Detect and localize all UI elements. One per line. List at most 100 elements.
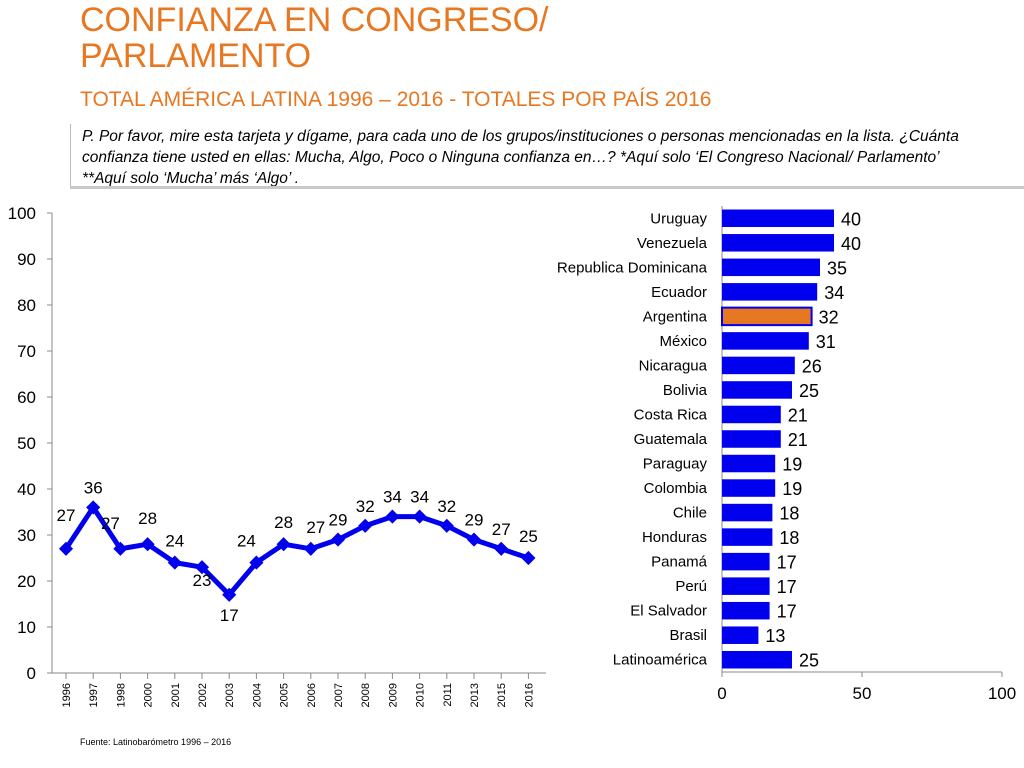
data-label: 36	[84, 478, 103, 497]
y-tick-label: 100	[8, 204, 36, 223]
data-label: 28	[274, 513, 293, 532]
bar-value-label: 40	[841, 209, 861, 229]
bar-value-label: 19	[782, 479, 802, 499]
data-label: 34	[383, 488, 402, 507]
y-tick-label: 90	[17, 250, 36, 269]
category-label: Perú	[675, 578, 707, 595]
data-point	[494, 541, 509, 556]
category-label: Latinoamérica	[613, 652, 708, 669]
x-tick-label: 2003	[224, 683, 236, 707]
data-point	[222, 587, 237, 602]
bar	[722, 209, 834, 228]
x-tick-label: 1998	[115, 683, 127, 707]
category-label: Bolivia	[663, 382, 708, 399]
bar	[722, 528, 773, 546]
category-label: Paraguay	[643, 456, 708, 473]
category-label: Nicaragua	[639, 357, 708, 374]
bar	[722, 356, 795, 375]
x-tick-label: 2013	[469, 683, 481, 707]
data-label: 29	[329, 511, 348, 530]
page-subtitle: TOTAL AMÉRICA LATINA 1996 – 2016 - TOTAL…	[80, 88, 712, 111]
source-note: Fuente: Latinobarómetro 1996 – 2016	[80, 737, 232, 747]
category-label: Guatemala	[634, 431, 708, 448]
data-point	[330, 532, 346, 547]
bar-value-label: 18	[779, 528, 799, 548]
bar	[722, 283, 818, 301]
category-label: Venezuela	[637, 235, 708, 252]
data-point	[439, 518, 454, 533]
bar-x-tick-label: 0	[717, 684, 726, 703]
bar	[722, 601, 770, 620]
category-label: Panamá	[651, 554, 708, 571]
data-label: 29	[465, 511, 484, 530]
data-point	[521, 550, 536, 566]
bar-value-label: 26	[802, 356, 822, 376]
bar-value-label: 21	[788, 405, 808, 425]
bar-value-label: 32	[819, 307, 839, 327]
category-label: Honduras	[642, 529, 707, 546]
bar-value-label: 25	[799, 651, 819, 671]
x-tick-label: 2004	[251, 683, 263, 707]
data-label: 27	[306, 518, 325, 537]
bar	[722, 626, 759, 644]
data-label: 17	[220, 606, 239, 625]
data-point	[194, 560, 210, 575]
data-point	[466, 532, 482, 547]
category-label: Ecuador	[651, 284, 707, 301]
bar-value-label: 40	[841, 234, 861, 254]
x-tick-label: 2015	[496, 683, 508, 707]
bar-value-label: 17	[777, 577, 797, 597]
data-label: 27	[492, 520, 511, 539]
bar	[722, 381, 792, 399]
bar-value-label: 34	[824, 283, 844, 303]
bar-value-label: 18	[779, 504, 799, 524]
title-line-1: CONFIANZA EN CONGRESO/	[80, 1, 549, 39]
data-point	[303, 541, 318, 556]
bar	[722, 503, 773, 522]
x-tick-label: 2002	[197, 683, 209, 707]
category-label: Chile	[673, 505, 707, 522]
page-title: CONFIANZA EN CONGRESO/ PARLAMENTO	[80, 2, 549, 74]
bar-value-label: 19	[782, 455, 802, 475]
bar-value-label: 13	[765, 626, 785, 646]
y-tick-label: 50	[17, 434, 36, 453]
bar-value-label: 35	[827, 258, 847, 278]
category-label: Brasil	[669, 627, 707, 644]
category-label: Argentina	[643, 308, 708, 325]
x-tick-label: 2011	[442, 683, 454, 707]
question-divider	[70, 186, 1024, 189]
data-point	[358, 518, 373, 533]
bar	[722, 430, 781, 448]
question-left-border	[70, 124, 71, 186]
bar-x-tick-label: 100	[988, 684, 1016, 703]
x-tick-label: 2000	[143, 683, 155, 707]
y-tick-label: 80	[17, 296, 36, 315]
bar-value-label: 21	[788, 430, 808, 450]
bar	[722, 577, 770, 595]
title-line-2: PARLAMENTO	[80, 37, 312, 75]
y-tick-label: 60	[17, 388, 36, 407]
category-label: Costa Rica	[634, 406, 708, 423]
bar-x-tick-label: 50	[853, 684, 872, 703]
bar	[722, 479, 776, 497]
data-point	[249, 555, 264, 570]
x-tick-label: 1996	[61, 683, 73, 707]
category-label: Uruguay	[650, 210, 707, 227]
data-label: 25	[519, 527, 538, 546]
data-label: 24	[237, 532, 256, 551]
data-label: 32	[437, 497, 456, 516]
x-tick-label: 2005	[279, 683, 291, 707]
data-label: 34	[410, 488, 429, 507]
bar	[722, 234, 834, 252]
bar	[722, 258, 820, 277]
x-tick-label: 2008	[360, 683, 372, 707]
y-tick-label: 30	[17, 526, 36, 545]
category-label: México	[659, 333, 707, 350]
data-point	[276, 537, 291, 552]
x-tick-label: 2007	[333, 683, 345, 707]
data-label: 27	[57, 506, 76, 525]
data-point	[140, 537, 155, 552]
data-label: 32	[356, 497, 375, 516]
